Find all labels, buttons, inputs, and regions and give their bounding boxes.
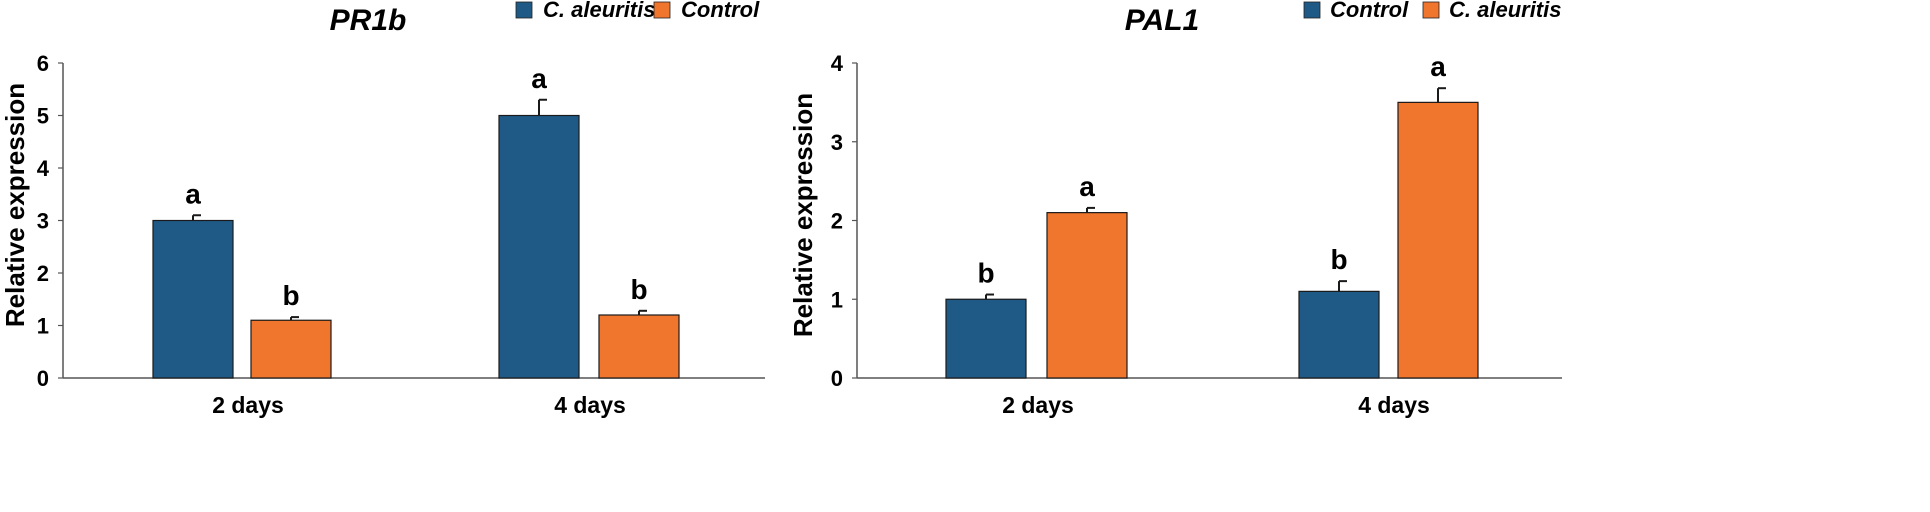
bar-c-aleuritis-1 <box>1397 101 1479 379</box>
significance-letter: b <box>1330 244 1347 275</box>
significance-letter: a <box>185 178 201 209</box>
legend-swatch-1 <box>1422 1 1440 19</box>
y-tick-label: 2 <box>831 209 843 234</box>
y-tick-label: 0 <box>831 366 843 391</box>
y-axis-label: Relative expression <box>788 93 818 337</box>
bar-c-aleuritis-0 <box>1046 212 1128 379</box>
bar-c-aleuritis-0 <box>152 219 234 379</box>
chart-title: PAL1 <box>1125 4 1199 37</box>
y-tick-label: 3 <box>831 130 843 155</box>
legend-label-1: C. aleuritis <box>1449 0 1561 22</box>
y-tick-label: 6 <box>37 51 49 76</box>
legend-label-0: Control <box>1330 0 1409 22</box>
y-tick-label: 3 <box>37 209 49 234</box>
y-tick-label: 4 <box>831 51 844 76</box>
x-category-label: 4 days <box>554 392 626 418</box>
significance-letter: b <box>630 274 647 305</box>
chart-panel-pr1b: PR1b C. aleuritis Control Relative expressi… <box>0 0 765 418</box>
y-tick-label: 0 <box>37 366 49 391</box>
significance-letter: a <box>1079 171 1095 202</box>
y-tick-label: 1 <box>831 287 843 312</box>
x-category-label: 2 days <box>1002 392 1074 418</box>
x-category-label: 2 days <box>212 392 284 418</box>
legend-swatch-1 <box>653 1 671 19</box>
y-tick-label: 2 <box>37 261 49 286</box>
significance-letter: b <box>282 280 299 311</box>
significance-letter: a <box>1430 51 1446 82</box>
y-tick-label: 1 <box>37 314 49 339</box>
bar-control-1 <box>1298 290 1380 379</box>
legend-label-1: Control <box>681 0 760 22</box>
y-tick-label: 4 <box>37 156 50 181</box>
legend-swatch-0 <box>1303 1 1321 19</box>
legend-swatch-0 <box>515 1 533 19</box>
chart-panel-pal1: PAL1 Control C. aleuritis Relative expressi… <box>788 0 1562 418</box>
bar-control-0 <box>250 319 332 379</box>
chart-title: PR1b <box>330 4 407 37</box>
y-tick-label: 5 <box>37 104 49 129</box>
significance-letter: a <box>531 63 547 94</box>
bar-c-aleuritis-1 <box>498 114 580 379</box>
significance-letter: b <box>977 258 994 289</box>
y-axis-label: Relative expression <box>0 83 30 327</box>
x-category-label: 4 days <box>1358 392 1430 418</box>
bar-control-1 <box>598 314 680 379</box>
legend-label-0: C. aleuritis <box>543 0 655 22</box>
bar-control-0 <box>945 298 1027 379</box>
